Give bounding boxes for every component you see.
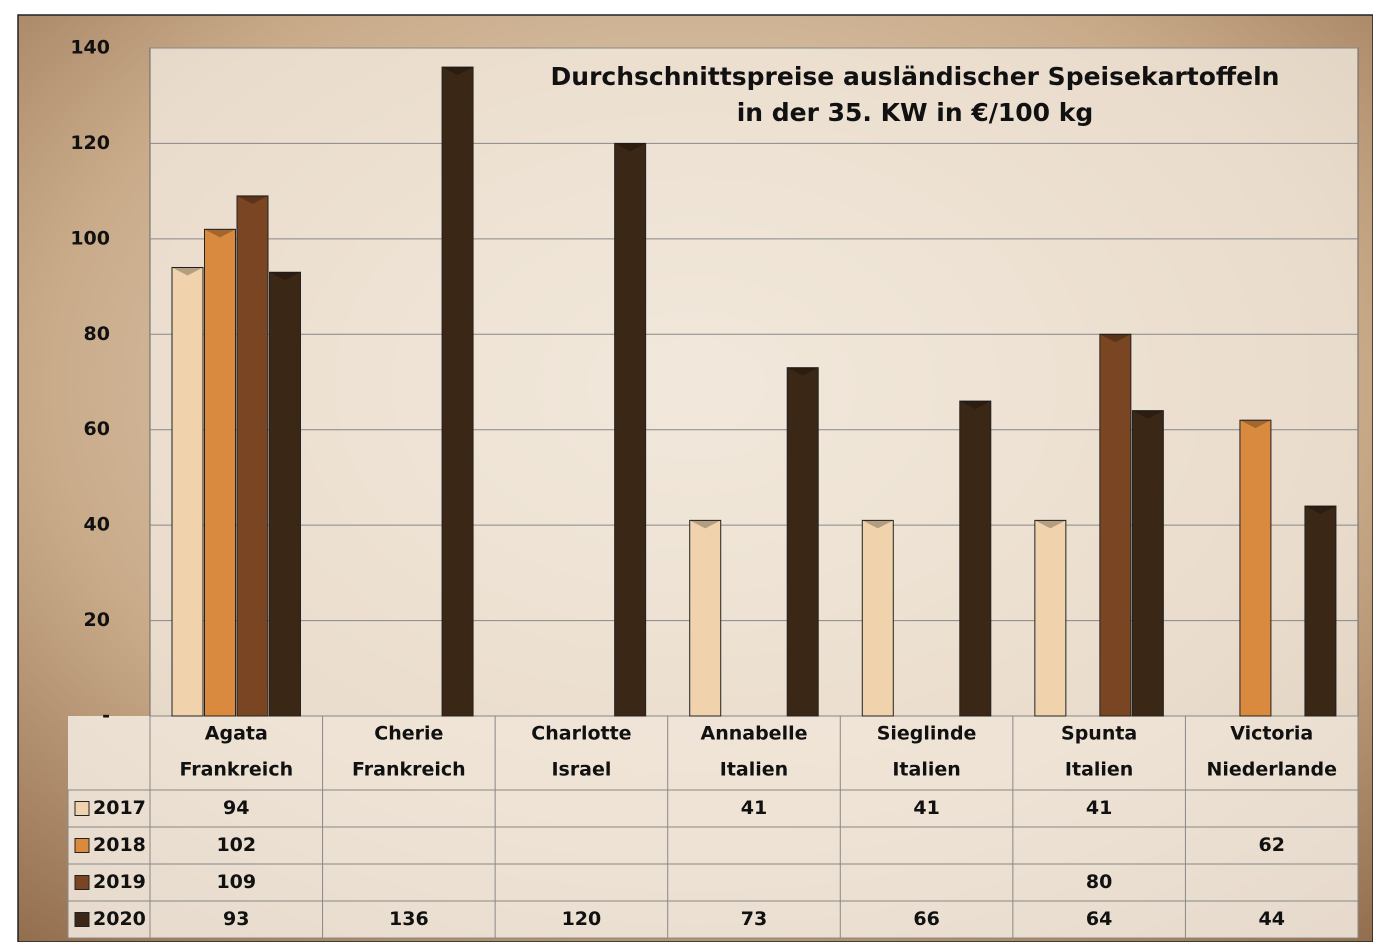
bar-cap	[237, 195, 268, 204]
table-value: 93	[223, 908, 249, 930]
table-value: 94	[223, 797, 249, 819]
y-tick-label: 120	[70, 132, 110, 154]
bar	[689, 519, 722, 717]
bar-cap	[442, 67, 474, 76]
bar	[1239, 419, 1272, 717]
table-value: 102	[216, 834, 256, 856]
bar	[269, 271, 301, 717]
table-value: 73	[741, 908, 767, 930]
bar-cap	[959, 401, 991, 410]
table-value: 136	[389, 908, 429, 930]
x-tick-label: Spunta	[1061, 723, 1137, 745]
table-value: 41	[1086, 797, 1112, 819]
x-tick-label: Italien	[720, 759, 788, 781]
legend-swatch	[74, 912, 90, 927]
chart-title: in der 35. KW in €/100 kg	[737, 98, 1094, 127]
legend-swatch	[74, 875, 90, 890]
bar	[441, 66, 474, 717]
table-value: 109	[216, 871, 256, 893]
y-tick-label: 60	[84, 418, 110, 440]
x-tick-label: Agata	[205, 723, 268, 745]
x-tick-label: Israel	[551, 759, 611, 781]
bar-cap	[1304, 506, 1336, 515]
bar	[786, 367, 819, 717]
legend-swatch	[74, 801, 90, 816]
bar	[1131, 410, 1164, 717]
legend-swatch	[74, 838, 90, 853]
bar	[171, 266, 204, 717]
bar	[204, 228, 236, 717]
bar-cap	[204, 229, 236, 238]
x-tick-label: Cherie	[374, 723, 443, 745]
bar	[959, 400, 992, 717]
x-tick-label: Sieglinde	[877, 723, 977, 745]
legend-label: 2018	[93, 834, 146, 856]
x-tick-label: Victoria	[1230, 723, 1313, 745]
bar	[1099, 333, 1132, 717]
legend-label: 2017	[93, 797, 146, 819]
table-value: 62	[1258, 834, 1284, 856]
bar-cap	[787, 367, 819, 376]
table-value: 64	[1086, 908, 1112, 930]
table-value: 80	[1086, 871, 1112, 893]
x-tick-label: Italien	[1065, 759, 1133, 781]
bar-cap	[1034, 520, 1066, 529]
x-tick-label: Frankreich	[179, 759, 293, 781]
bar	[614, 142, 647, 717]
legend-label: 2019	[93, 871, 146, 893]
x-tick-label: Italien	[892, 759, 960, 781]
x-tick-label: Niederlande	[1206, 759, 1337, 781]
plot-area	[149, 47, 1359, 717]
x-tick-label: Charlotte	[531, 723, 631, 745]
bar-cap	[1239, 420, 1271, 429]
table-value: 66	[913, 908, 939, 930]
y-tick-label: 140	[70, 37, 110, 59]
table-value: 41	[913, 797, 939, 819]
y-tick-label: 40	[84, 514, 110, 536]
bar-cap	[689, 520, 721, 529]
y-tick-label: 20	[84, 609, 110, 631]
bar-cap	[172, 267, 203, 276]
bar	[1034, 519, 1067, 717]
bar	[1304, 505, 1337, 717]
bar	[236, 195, 269, 717]
bar	[861, 519, 894, 717]
table-value: 120	[562, 908, 602, 930]
x-tick-label: Frankreich	[352, 759, 466, 781]
bar-cap	[862, 520, 894, 529]
chart-title: Durchschnittspreise ausländischer Speise…	[551, 62, 1280, 91]
y-tick-label: 100	[70, 227, 110, 249]
bar-cap	[614, 143, 646, 152]
bar-cap	[269, 272, 301, 281]
y-tick-label: 80	[84, 323, 110, 345]
x-tick-label: Annabelle	[701, 723, 808, 745]
table-value: 44	[1258, 908, 1284, 930]
bar-cap	[1099, 334, 1131, 343]
legend-label: 2020	[93, 908, 146, 930]
table-value: 41	[741, 797, 767, 819]
bar-cap	[1132, 410, 1164, 419]
y-tick-label: -	[102, 705, 110, 727]
